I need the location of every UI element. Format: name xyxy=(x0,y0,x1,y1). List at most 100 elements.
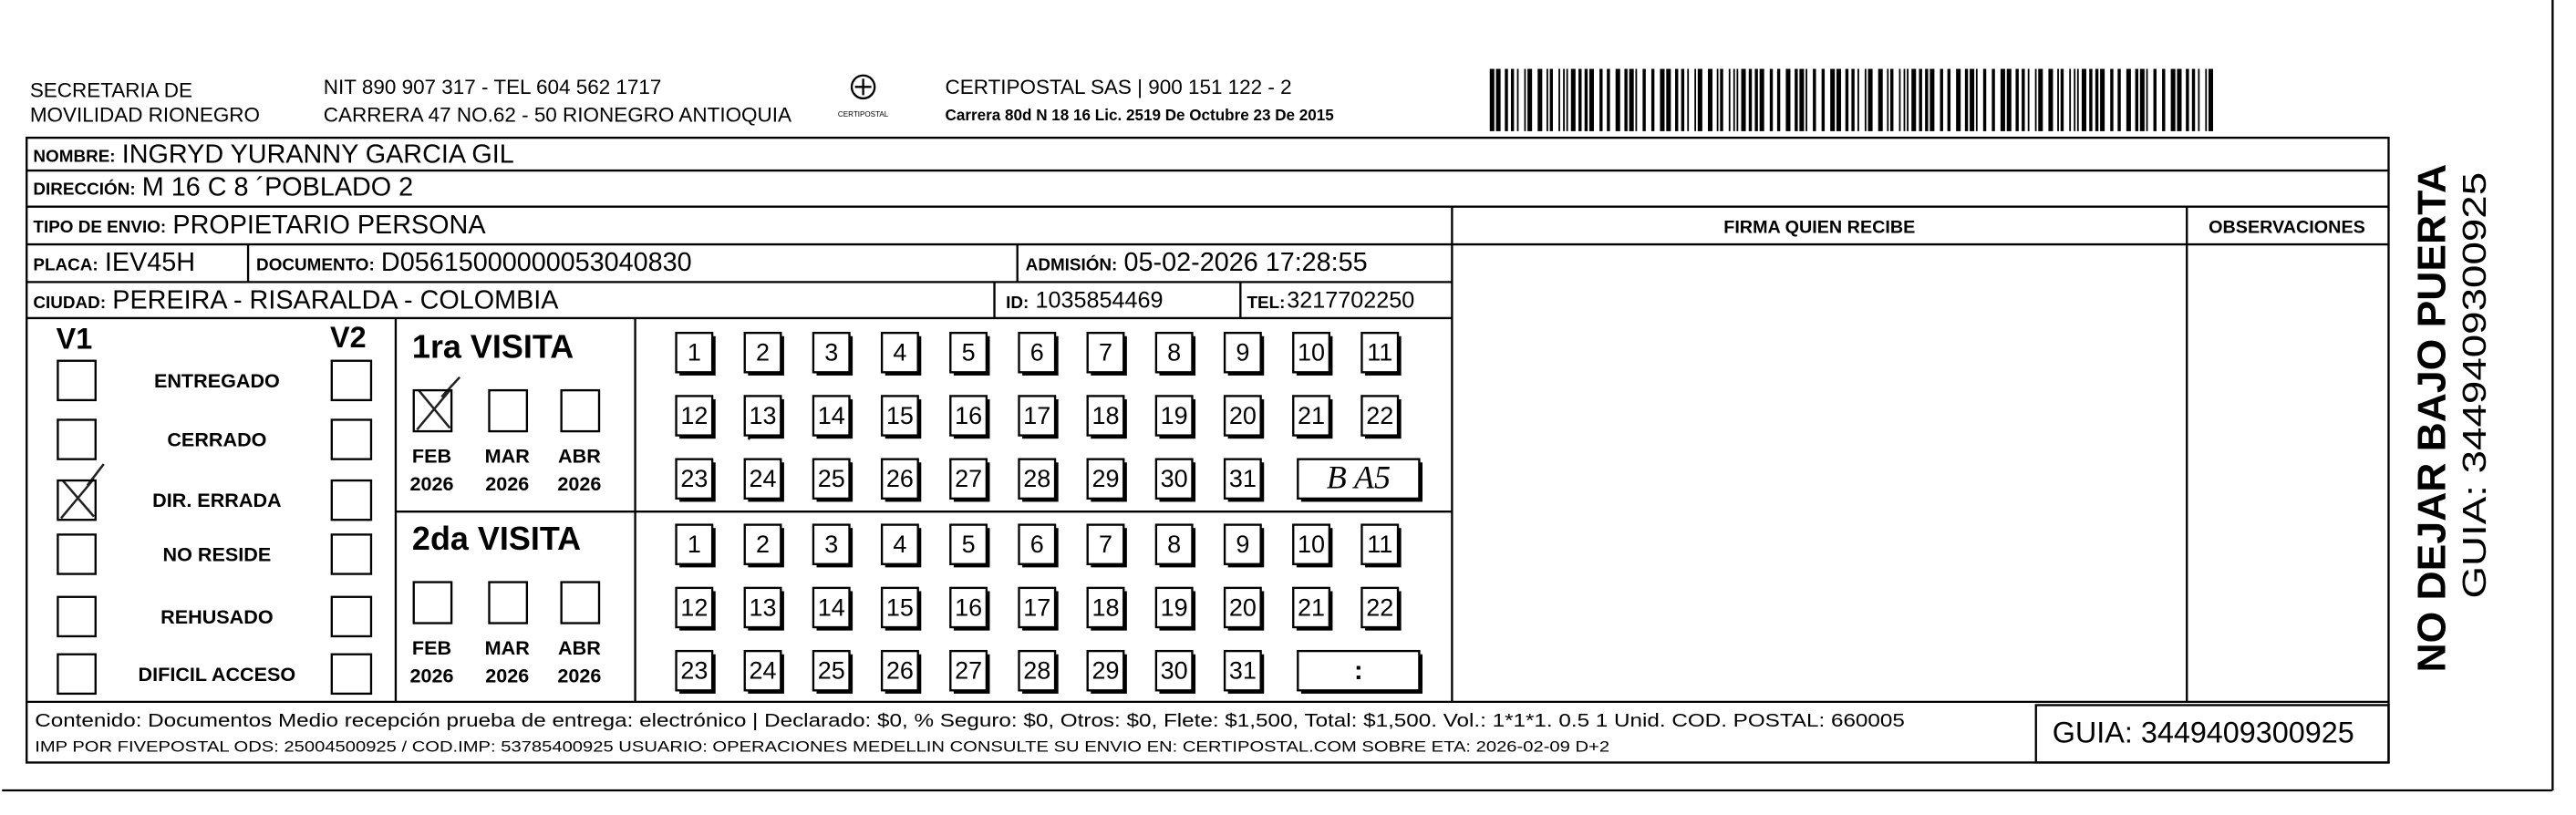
carrier-address: Carrera 80d N 18 16 Lic. 2519 De Octubre… xyxy=(946,107,1335,124)
day-box xyxy=(743,649,782,692)
barcode-bar xyxy=(1741,68,1746,131)
visit-title: 1ra VISITA xyxy=(412,328,574,366)
day-number: 5 xyxy=(962,531,976,558)
day-box xyxy=(949,523,988,565)
month-checkbox xyxy=(412,388,453,433)
time-box xyxy=(1297,458,1421,500)
frame xyxy=(2,0,2554,792)
barcode-bar xyxy=(2048,68,2054,131)
day-number: 9 xyxy=(1236,339,1249,366)
day-box xyxy=(1154,523,1194,565)
month-label: MAR xyxy=(485,445,531,468)
barcode-bar xyxy=(1720,68,1723,131)
day-box xyxy=(1360,523,1400,565)
day-number: 21 xyxy=(1298,402,1325,429)
barcode-bar xyxy=(1584,68,1588,131)
checkbox xyxy=(330,479,373,521)
barcode-bar xyxy=(1903,68,1906,131)
day-number: 22 xyxy=(1366,402,1393,429)
barcode-bar xyxy=(1929,68,1935,131)
day-number: 29 xyxy=(1091,465,1119,492)
checkbox xyxy=(57,479,97,521)
month-checkbox xyxy=(412,581,453,624)
barcode-bar xyxy=(1956,68,1961,131)
checkbox xyxy=(57,595,97,638)
field-value: PROPIETARIO PERSONA xyxy=(172,211,486,240)
barcode-bar xyxy=(2198,68,2200,131)
field-value: INGRYD YURANNY GARCIA GIL xyxy=(122,139,514,169)
barcode-bar xyxy=(1878,68,1883,131)
barcode-bar xyxy=(1851,68,1855,131)
day-box xyxy=(1018,458,1057,500)
year-label: 2026 xyxy=(410,472,454,495)
day-number: 11 xyxy=(1367,339,1392,366)
issuer-line: SECRETARIA DE xyxy=(30,79,192,102)
day-box xyxy=(675,395,714,437)
barcode-bar xyxy=(1681,68,1685,131)
barcode-bar xyxy=(2057,68,2059,131)
day-box xyxy=(949,458,988,500)
barcode-bar xyxy=(1570,68,1576,131)
barcode-bar xyxy=(1716,68,1719,131)
barcode-bar xyxy=(1799,68,1805,131)
barcode-bar xyxy=(2146,68,2148,131)
barcode-bar xyxy=(1527,68,1533,131)
day-number: 17 xyxy=(1023,593,1050,621)
barcode-bar xyxy=(2153,68,2157,131)
day-box xyxy=(880,649,919,692)
checkbox xyxy=(57,653,97,696)
field-label: CIUDAD: xyxy=(33,294,106,313)
day-box xyxy=(1292,523,1330,565)
day-box xyxy=(1154,586,1194,629)
barcode-bar xyxy=(1769,68,1774,131)
barcode-bar xyxy=(2100,68,2105,131)
day-number: 1 xyxy=(688,339,701,366)
day-box xyxy=(1154,331,1194,374)
issuer-contact: NIT 890 907 317 - TEL 604 562 1717 xyxy=(324,76,662,98)
day-box xyxy=(1018,331,1057,374)
barcode-bar xyxy=(2069,68,2072,131)
field-value: M 16 C 8 ´POBLADO 2 xyxy=(142,172,413,201)
barcode-bar xyxy=(1687,68,1690,131)
time-value: B A5 xyxy=(1327,459,1391,495)
barcode-bar xyxy=(2038,68,2043,131)
barcode-bar xyxy=(1864,68,1867,131)
status-label: DIFICIL ACCESO xyxy=(139,663,296,686)
barcode-bar xyxy=(1510,68,1515,131)
barcode-bar xyxy=(1728,68,1731,131)
month-label: ABR xyxy=(558,636,601,659)
day-number: 3 xyxy=(824,531,838,558)
day-number: 30 xyxy=(1161,657,1188,685)
day-number: 28 xyxy=(1023,465,1050,492)
barcode-bar xyxy=(1599,68,1603,131)
checkbox xyxy=(57,533,97,575)
barcode-bar xyxy=(1505,68,1508,131)
barcode-bar xyxy=(2015,68,2019,131)
day-box xyxy=(1292,586,1330,629)
day-box xyxy=(1292,331,1330,374)
day-box xyxy=(1223,523,1262,565)
day-box xyxy=(812,649,851,692)
day-number: 12 xyxy=(680,593,708,621)
day-box xyxy=(675,523,714,565)
barcode-bar xyxy=(1566,68,1568,131)
year-label: 2026 xyxy=(485,665,529,687)
day-number: 18 xyxy=(1091,402,1119,429)
day-box xyxy=(1360,395,1400,437)
day-box xyxy=(949,331,988,374)
barcode-bar xyxy=(2076,68,2079,131)
day-box xyxy=(1018,586,1057,629)
day-box xyxy=(1223,586,1262,629)
barcode-bar xyxy=(2117,68,2121,131)
barcode-bar xyxy=(1830,68,1836,131)
day-number: 17 xyxy=(1023,402,1050,429)
field-label: PLACA: xyxy=(33,255,98,274)
field-label: ADMISIÓN: xyxy=(1026,254,1118,274)
carrier-name: CERTIPOSTAL SAS | 900 151 122 - 2 xyxy=(946,76,1292,98)
day-number: 24 xyxy=(750,657,777,685)
status-label: ENTREGADO xyxy=(154,369,280,392)
day-number: 12 xyxy=(680,402,708,429)
day-number: 28 xyxy=(1023,657,1050,685)
barcode-bar xyxy=(1642,68,1646,131)
barcode-bar xyxy=(1650,68,1655,131)
